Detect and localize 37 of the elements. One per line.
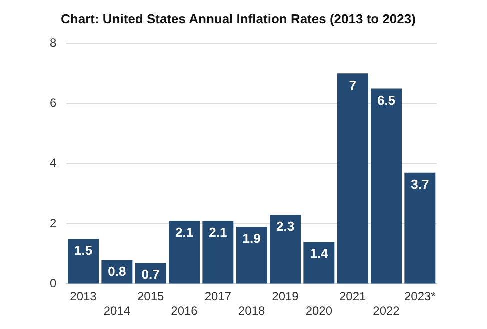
bar (202, 221, 234, 284)
bar (371, 88, 402, 284)
data-label: 7 (349, 78, 356, 93)
bar (337, 74, 368, 284)
x-tick-label: 2020 (306, 304, 333, 318)
bar (68, 239, 99, 284)
bar (169, 221, 200, 284)
chart-title: Chart: United States Annual Inflation Rates (2013 to 2023) (61, 11, 416, 26)
data-label: 6.5 (377, 92, 396, 108)
bar (236, 227, 268, 284)
x-tick-label: 2023* (404, 290, 436, 304)
x-tick-label: 2014 (104, 304, 131, 318)
x-tick-label: 2018 (238, 304, 266, 318)
x-tick-label: 2021 (339, 290, 367, 304)
bar (270, 215, 301, 284)
x-tick-label: 2022 (373, 304, 400, 318)
data-label: 1.9 (242, 231, 261, 246)
y-tick-label: 0 (50, 276, 57, 291)
x-tick-label: 2015 (137, 290, 165, 304)
data-label: 2.1 (209, 225, 228, 240)
data-label: 2.3 (276, 219, 295, 234)
y-tick-label: 4 (50, 156, 57, 170)
data-label: 2.1 (175, 225, 194, 240)
x-tick-label: 2016 (171, 304, 198, 318)
bar (304, 242, 335, 284)
y-tick-label: 6 (50, 96, 57, 110)
data-label: 3.7 (411, 177, 430, 192)
x-tick-label: 2013 (70, 290, 98, 304)
data-label: 1.5 (74, 243, 93, 258)
y-tick-label: 2 (50, 216, 57, 230)
data-label: 0.8 (108, 264, 126, 280)
y-tick-label: 8 (50, 36, 57, 50)
data-label: 1.4 (310, 246, 329, 262)
bar (404, 172, 436, 284)
x-tick-label: 2017 (204, 290, 232, 304)
x-tick-label: 2019 (272, 290, 300, 304)
data-label: 0.7 (142, 267, 160, 282)
